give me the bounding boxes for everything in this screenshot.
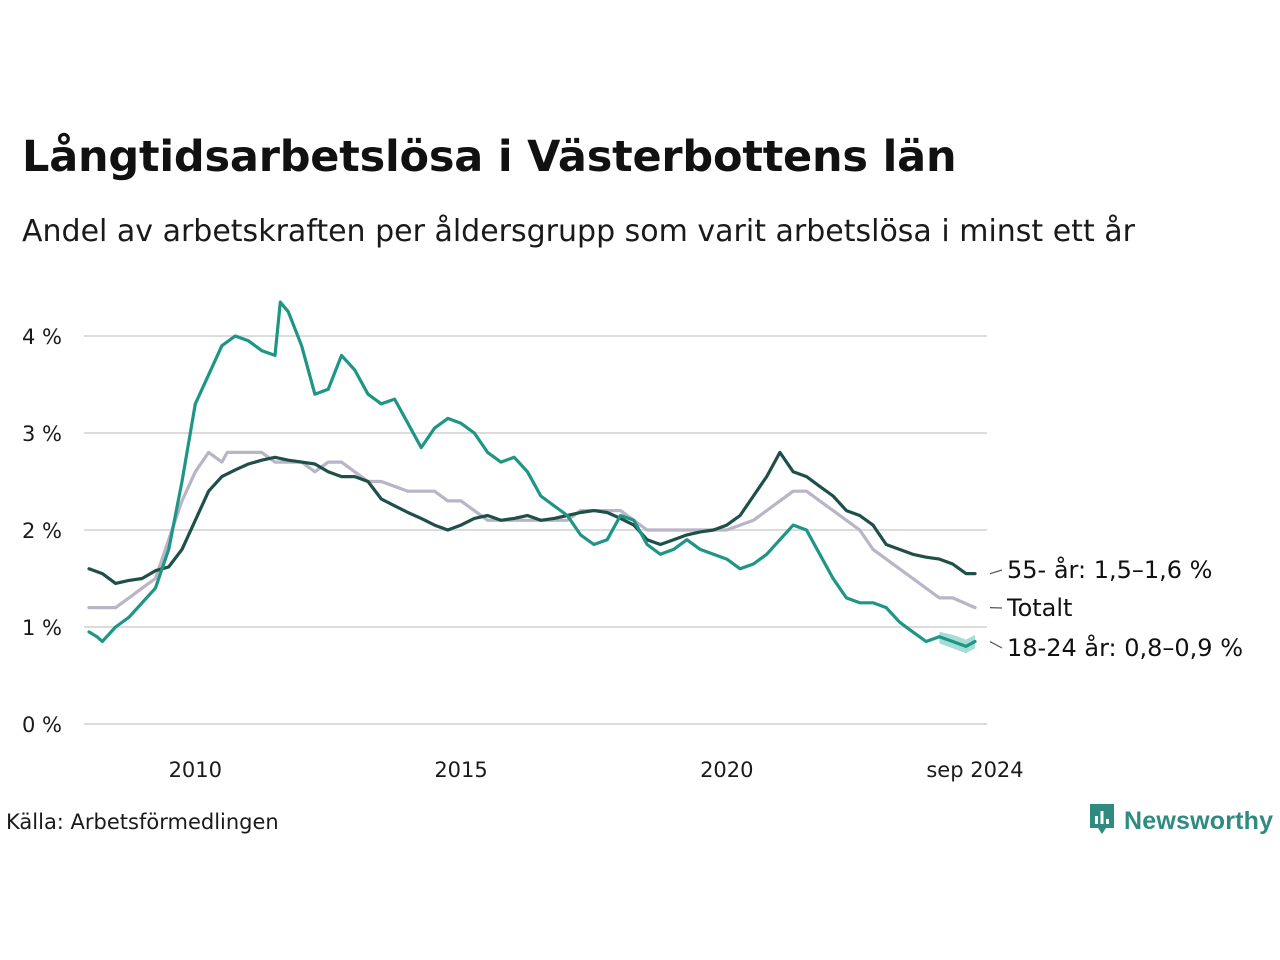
series-end-label: 55- år: 1,5–1,6 %: [1007, 555, 1212, 584]
source-note: Källa: Arbetsförmedlingen: [6, 810, 279, 834]
grid-lines: [84, 335, 987, 725]
x-tick-label: sep 2024: [926, 758, 1023, 782]
chart-subtitle: Andel av arbetskraften per åldersgrupp s…: [22, 214, 1135, 249]
y-tick-label: 0 %: [22, 713, 62, 737]
y-tick-label: 3 %: [22, 422, 62, 446]
x-tick-label: 2020: [700, 758, 753, 782]
label-leader-line: [989, 569, 1003, 575]
label-leader-line: [989, 641, 1003, 649]
newsworthy-logo-icon: [1088, 802, 1116, 840]
y-tick-label: 2 %: [22, 519, 62, 543]
x-tick-label: 2015: [434, 758, 487, 782]
y-tick-label: 4 %: [22, 325, 62, 349]
x-axis-ticks: 2010 2015 2020 sep 2024: [169, 758, 1024, 782]
series-end-label: Totalt: [1006, 594, 1072, 622]
series-lines: [87, 300, 977, 648]
y-axis-ticks: 0 % 1 % 2 % 3 % 4 %: [22, 325, 62, 737]
series-line: [87, 300, 977, 648]
series-end-label: 18-24 år: 0,8–0,9 %: [1007, 633, 1243, 662]
series-end-labels: Totalt 55- år: 1,5–1,6 % 18-24 år: 0,8–0,9…: [989, 555, 1243, 662]
series-line: [87, 450, 977, 585]
brand-logo: Newsworthy: [1088, 804, 1273, 838]
chart-title: Långtidsarbetslösa i Västerbottens län: [22, 132, 957, 182]
brand-name: Newsworthy: [1124, 806, 1274, 835]
x-tick-label: 2010: [169, 758, 222, 782]
y-tick-label: 1 %: [22, 616, 62, 640]
series-line: [87, 450, 977, 610]
